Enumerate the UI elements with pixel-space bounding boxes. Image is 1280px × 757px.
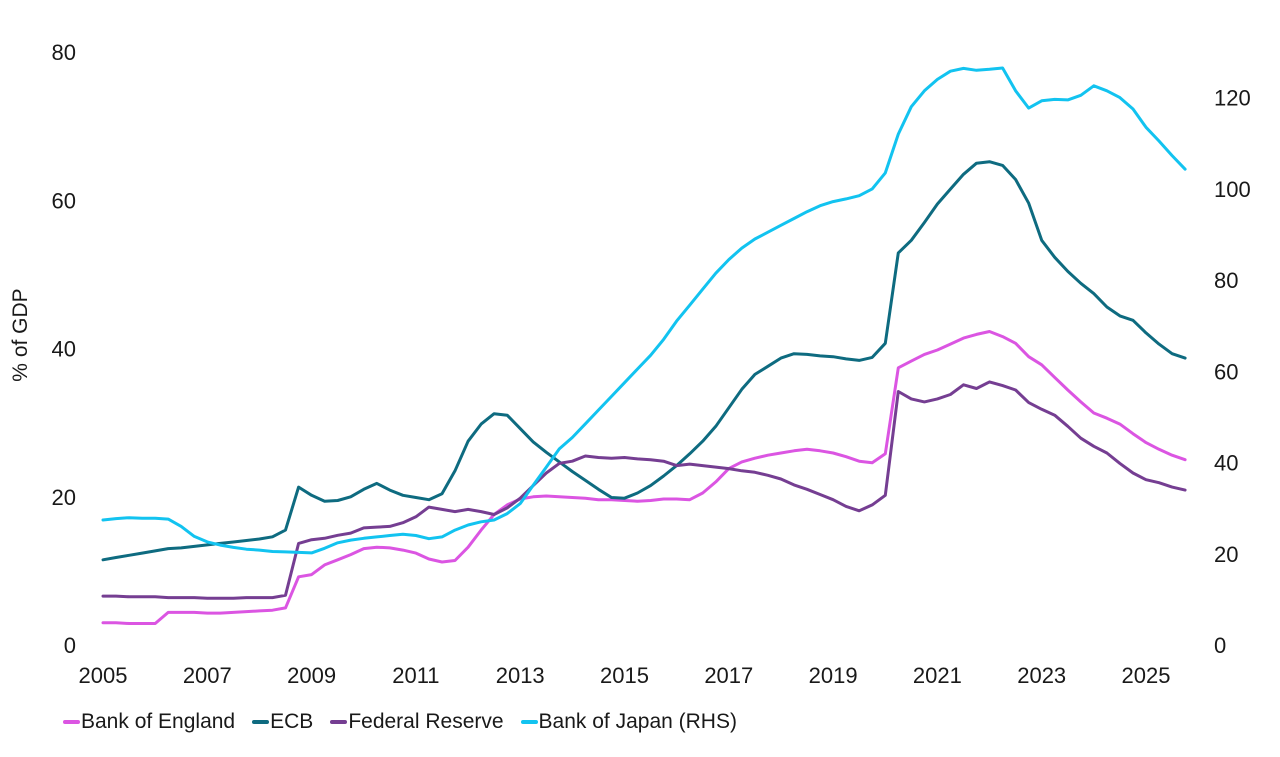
- x-axis-tick-label: 2019: [809, 663, 858, 688]
- x-axis-tick-label: 2009: [287, 663, 336, 688]
- right-axis: 0 20 40 60 80 100 120: [1214, 86, 1251, 658]
- left-axis: 0 20 40 60 80: [52, 40, 76, 658]
- x-axis-tick-label: 2015: [600, 663, 649, 688]
- x-axis-tick-label: 2013: [496, 663, 545, 688]
- ecb-swatch-icon: [252, 720, 270, 724]
- y-axis-title: % of GDP: [9, 288, 32, 381]
- legend-item-bank-of-england: Bank of England: [63, 710, 235, 734]
- legend-item-federal-reserve: Federal Reserve: [330, 710, 504, 734]
- x-axis-tick-label: 2023: [1017, 663, 1066, 688]
- right-axis-tick-label: 120: [1214, 86, 1251, 111]
- bank-of-england-swatch-icon: [63, 720, 80, 724]
- x-axis-tick-label: 2005: [79, 663, 128, 688]
- right-axis-tick-label: 40: [1214, 451, 1238, 476]
- x-axis-tick-label: 2007: [183, 663, 232, 688]
- ecb-line: [101, 160, 1187, 562]
- legend-label: Federal Reserve: [348, 710, 504, 733]
- x-axis-tick-label: 2011: [392, 663, 439, 688]
- left-axis-tick-label: 40: [52, 337, 76, 362]
- x-axis-tick-label: 2021: [913, 663, 962, 688]
- right-axis-tick-label: 100: [1214, 177, 1251, 202]
- legend-item-bank-of-japan: Bank of Japan (RHS): [520, 710, 737, 734]
- x-axis: 2005 2007 2009 2011 2013 2015 2017 2019 2021 2023…: [79, 663, 1171, 688]
- right-axis-tick-label: 80: [1214, 268, 1238, 293]
- right-axis-tick-label: 20: [1214, 542, 1238, 567]
- legend-label: Bank of England: [81, 710, 236, 733]
- x-axis-tick-label: 2025: [1122, 663, 1171, 688]
- right-axis-tick-label: 0: [1214, 633, 1226, 658]
- left-axis-tick-label: 60: [52, 188, 76, 213]
- legend-item-ecb: ECB: [252, 710, 313, 734]
- left-axis-tick-label: 0: [64, 633, 76, 658]
- x-axis-tick-label: 2017: [704, 663, 753, 688]
- right-axis-tick-label: 60: [1214, 359, 1238, 384]
- left-axis-tick-label: 20: [52, 485, 76, 510]
- legend-label: ECB: [270, 710, 314, 733]
- federal-reserve-line: [101, 380, 1187, 600]
- chart-legend: Bank of England ECB Federal Reserve Bank of…: [63, 710, 737, 734]
- bank-of-england-line: [101, 330, 1187, 625]
- bank-of-japan-swatch-icon: [520, 720, 538, 724]
- series-lines: [101, 66, 1187, 625]
- federal-reserve-swatch-icon: [330, 720, 348, 724]
- legend-label: Bank of Japan (RHS): [538, 710, 737, 733]
- left-axis-tick-label: 80: [52, 40, 76, 65]
- bank-of-japan-line: [101, 66, 1187, 555]
